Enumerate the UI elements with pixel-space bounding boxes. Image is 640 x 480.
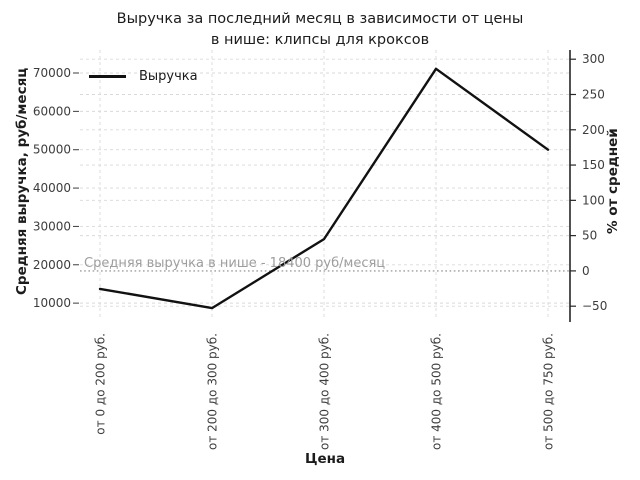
y-tick-label-right: 250 — [582, 87, 605, 101]
y-tick-label-right: 50 — [582, 229, 597, 243]
y-tick-label-left: 20000 — [33, 258, 71, 272]
x-tick-label: от 500 до 750 руб. — [542, 333, 556, 450]
legend: Выручка — [89, 69, 198, 84]
legend-line-sample — [89, 75, 126, 78]
y-tick-label-left: 50000 — [33, 143, 71, 157]
x-tick-label: от 200 до 300 руб. — [206, 333, 220, 450]
y-tick-label-left: 10000 — [33, 296, 71, 310]
x-axis-label: Цена — [304, 451, 346, 467]
x-tick-label: от 300 до 400 руб. — [318, 333, 332, 450]
x-tick-label: от 0 до 200 руб. — [94, 333, 108, 435]
revenue-line — [98, 67, 550, 310]
y-axis-label-right: % от средней — [605, 128, 621, 234]
y-tick-label-right: −50 — [582, 299, 607, 313]
chart-title: Выручка за последний месяц в зависимости… — [0, 9, 640, 51]
y-tick-label-right: 100 — [582, 193, 605, 207]
y-tick-label-right: 200 — [582, 123, 605, 137]
y-tick-label-left: 60000 — [33, 104, 71, 118]
mean-line-label: Средняя выручка в нише - 18400 руб/месяц — [84, 256, 386, 271]
x-tick-label: от 400 до 500 руб. — [430, 333, 444, 450]
y-tick-label-left: 40000 — [33, 181, 71, 195]
chart-title-line2: в нише: клипсы для кроксов — [210, 32, 430, 48]
y-tick-label-right: 0 — [582, 264, 590, 278]
y-tick-label-right: 150 — [582, 158, 605, 172]
y-tick-label-left: 70000 — [33, 66, 71, 80]
legend-label: Выручка — [139, 69, 198, 84]
y-axis-label-left: Средняя выручка, руб/месяц — [14, 67, 30, 295]
chart-title-line1: Выручка за последний месяц в зависимости… — [116, 11, 524, 27]
y-tick-label-right: 300 — [582, 52, 605, 66]
y-tick-label-left: 30000 — [33, 219, 71, 233]
